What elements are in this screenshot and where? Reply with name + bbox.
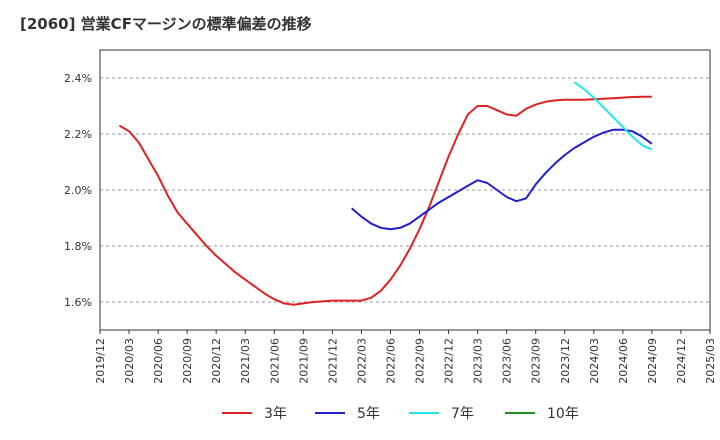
plot-area — [99, 49, 711, 331]
grid-lines — [100, 77, 710, 303]
x-tick-label: 2019/12 — [94, 338, 107, 384]
x-tick-label: 2021/12 — [326, 338, 339, 384]
x-tick-label: 2022/09 — [414, 338, 427, 384]
x-tick-label: 2024/09 — [646, 338, 659, 384]
legend: 3年 5年 7年 10年 — [222, 406, 579, 422]
x-tick-label: 2024/06 — [617, 338, 630, 384]
legend-label: 10年 — [547, 406, 579, 422]
x-tick-label: 2021/06 — [268, 338, 281, 384]
y-tick-label: 1.8% — [64, 240, 92, 253]
series-line-3年 — [118, 95, 652, 306]
series-line-7年 — [573, 81, 653, 151]
y-tick-label: 2.0% — [64, 184, 92, 197]
y-tick-label: 2.4% — [64, 72, 92, 85]
y-tick-label: 1.6% — [64, 296, 92, 309]
x-tick-label: 2020/03 — [123, 338, 136, 384]
series-line-5年 — [351, 128, 653, 231]
x-tick-label: 2023/09 — [530, 338, 543, 384]
y-axis-ticks: 1.6% 1.8% 2.0% 2.2% 2.4% — [64, 72, 92, 309]
legend-label: 3年 — [264, 406, 287, 422]
chart-title: [2060] 営業CFマージンの標準偏差の推移 — [20, 15, 312, 33]
legend-label: 7年 — [451, 406, 474, 422]
x-tick-label: 2020/06 — [152, 338, 165, 384]
x-tick-label: 2022/03 — [355, 338, 368, 384]
x-tick-label: 2025/03 — [704, 338, 717, 384]
x-axis-ticks: 2019/12 2020/03 2020/06 2020/09 2020/12 2021/… — [94, 330, 717, 384]
x-tick-label: 2023/06 — [501, 338, 514, 384]
series-lines — [118, 81, 653, 306]
x-tick-label: 2023/03 — [472, 338, 485, 384]
x-tick-label: 2024/03 — [588, 338, 601, 384]
x-tick-label: 2020/12 — [210, 338, 223, 384]
x-tick-label: 2022/12 — [443, 338, 456, 384]
x-tick-label: 2021/03 — [239, 338, 252, 384]
x-tick-label: 2021/09 — [297, 338, 310, 384]
legend-label: 5年 — [357, 406, 380, 422]
x-tick-label: 2020/09 — [181, 338, 194, 384]
x-tick-label: 2024/12 — [675, 338, 688, 384]
x-tick-label: 2023/12 — [559, 338, 572, 384]
x-tick-label: 2022/06 — [384, 338, 397, 384]
y-tick-label: 2.2% — [64, 128, 92, 141]
